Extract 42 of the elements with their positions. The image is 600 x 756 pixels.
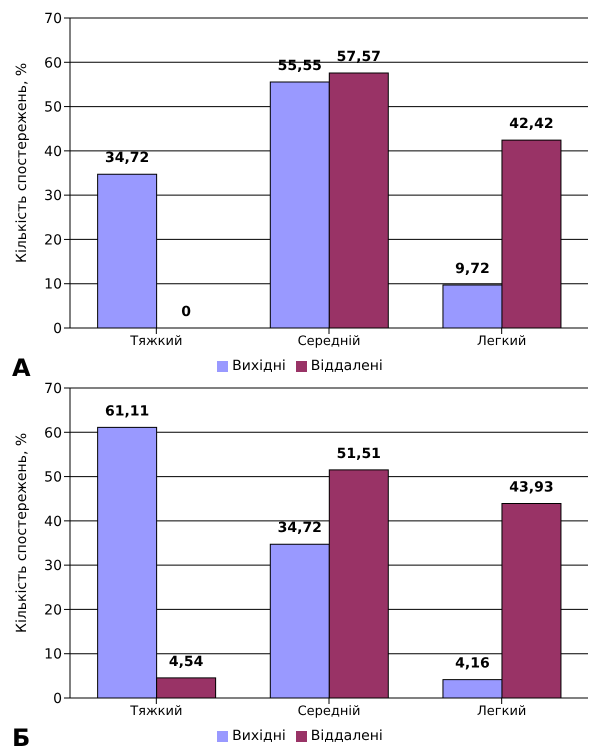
y-tick-label: 30 bbox=[44, 188, 62, 204]
text: Б bbox=[12, 724, 30, 752]
legend-label: Віддалені bbox=[310, 358, 383, 374]
data-label: 61,11 bbox=[104, 403, 150, 420]
data-label: 42,42 bbox=[509, 116, 554, 132]
x-tick-label: Середній bbox=[298, 334, 360, 350]
y-tick-label: 40 bbox=[44, 144, 62, 160]
y-tick-label: 20 bbox=[44, 232, 62, 248]
legend-label: Віддалені bbox=[310, 728, 383, 744]
y-tick-label: 60 bbox=[44, 425, 62, 442]
y-tick-label: 10 bbox=[44, 646, 62, 663]
y-tick-label: 10 bbox=[44, 276, 62, 293]
x-tick-label: Середній bbox=[298, 704, 360, 720]
y-tick-label: 50 bbox=[44, 100, 62, 116]
data-label: 43,93 bbox=[509, 479, 554, 496]
data-label: 34,72 bbox=[104, 150, 150, 166]
y-tick-label: 60 bbox=[44, 55, 62, 72]
x-tick-label: Тяжкий bbox=[129, 704, 182, 720]
legend-label: Вихідні bbox=[232, 358, 286, 374]
data-label: 0 bbox=[181, 304, 192, 320]
x-tick-label: Легкий bbox=[476, 704, 526, 720]
y-tick-label: 20 bbox=[44, 602, 62, 618]
y-tick-label: 50 bbox=[44, 470, 62, 486]
y-tick-label: 30 bbox=[44, 558, 62, 574]
data-label: 34,72 bbox=[278, 520, 322, 536]
y-tick-label: 0 bbox=[53, 320, 62, 337]
data-label: 4,16 bbox=[455, 656, 490, 672]
data-label: 51,51 bbox=[336, 446, 381, 462]
data-label: 55,55 bbox=[278, 58, 322, 74]
data-label: 57,57 bbox=[336, 49, 381, 66]
x-tick-label: Тяжкий bbox=[129, 334, 182, 350]
data-label: 9,72 bbox=[455, 260, 490, 277]
y-axis-title: Кількість спостережень, % bbox=[14, 432, 30, 633]
y-axis-title: Кількість спостережень, % bbox=[14, 62, 30, 263]
y-tick-label: 70 bbox=[44, 380, 62, 397]
text: А bbox=[12, 354, 31, 382]
y-tick-label: 70 bbox=[44, 10, 62, 27]
y-tick-label: 0 bbox=[53, 690, 62, 707]
y-tick-label: 40 bbox=[44, 514, 62, 530]
data-label: 4,54 bbox=[168, 654, 204, 670]
x-tick-label: Легкий bbox=[476, 334, 526, 350]
legend-label: Вихідні bbox=[232, 728, 286, 744]
